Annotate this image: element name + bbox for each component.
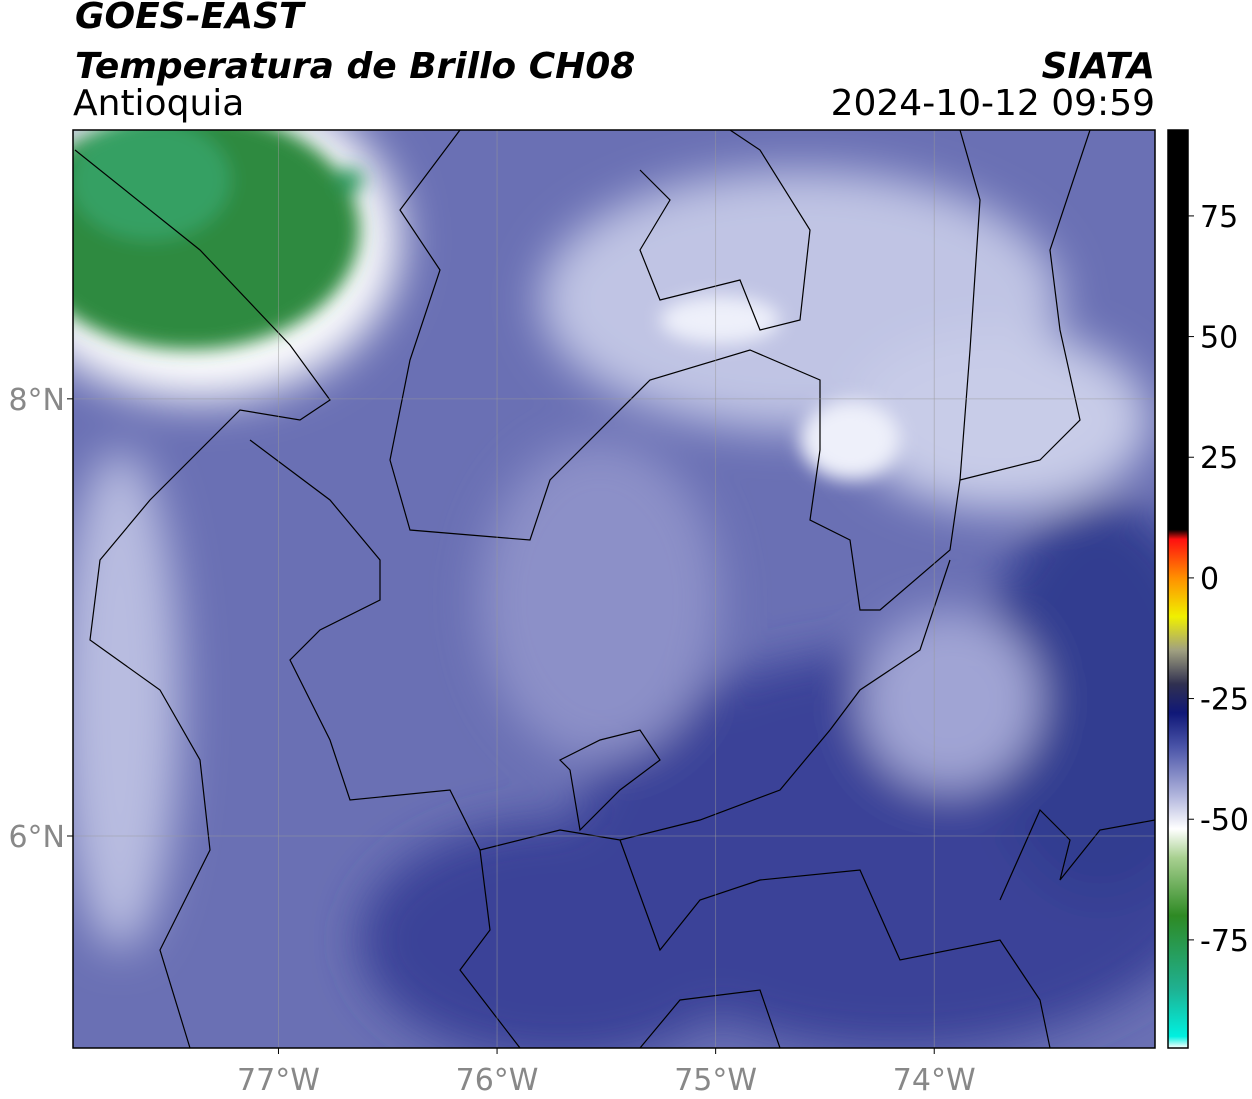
- region-label: Antioquia: [73, 83, 244, 124]
- colorbar-fill: [1168, 130, 1188, 1048]
- colorbar-frame: [1167, 129, 1189, 1049]
- colorbar-tick-label: 0: [1200, 562, 1219, 597]
- x-tick-label: 74°W: [893, 1063, 976, 1098]
- map-image: [73, 130, 1155, 1048]
- product-title: Temperatura de Brillo CH08: [75, 46, 635, 87]
- colorbar: [1168, 130, 1188, 1048]
- map-frame: [72, 129, 1156, 1049]
- y-tick-label: 8°N: [8, 383, 65, 418]
- x-tick-label: 76°W: [456, 1063, 539, 1098]
- colorbar-tick-label: -25: [1200, 683, 1249, 718]
- x-tick-label: 77°W: [237, 1063, 320, 1098]
- colorbar-tick-label: 25: [1200, 441, 1238, 476]
- satellite-title: GOES-EAST: [75, 0, 306, 37]
- source-label: SIATA: [1042, 46, 1155, 87]
- colorbar-tick-label: -75: [1200, 924, 1249, 959]
- colorbar-tick-label: 50: [1200, 321, 1238, 356]
- timestamp: 2024-10-12 09:59: [831, 83, 1155, 124]
- colorbar-tick-label: 75: [1200, 200, 1238, 235]
- y-tick-label: 6°N: [8, 820, 65, 855]
- colorbar-tick-label: -50: [1200, 803, 1249, 838]
- x-tick-label: 75°W: [674, 1063, 757, 1098]
